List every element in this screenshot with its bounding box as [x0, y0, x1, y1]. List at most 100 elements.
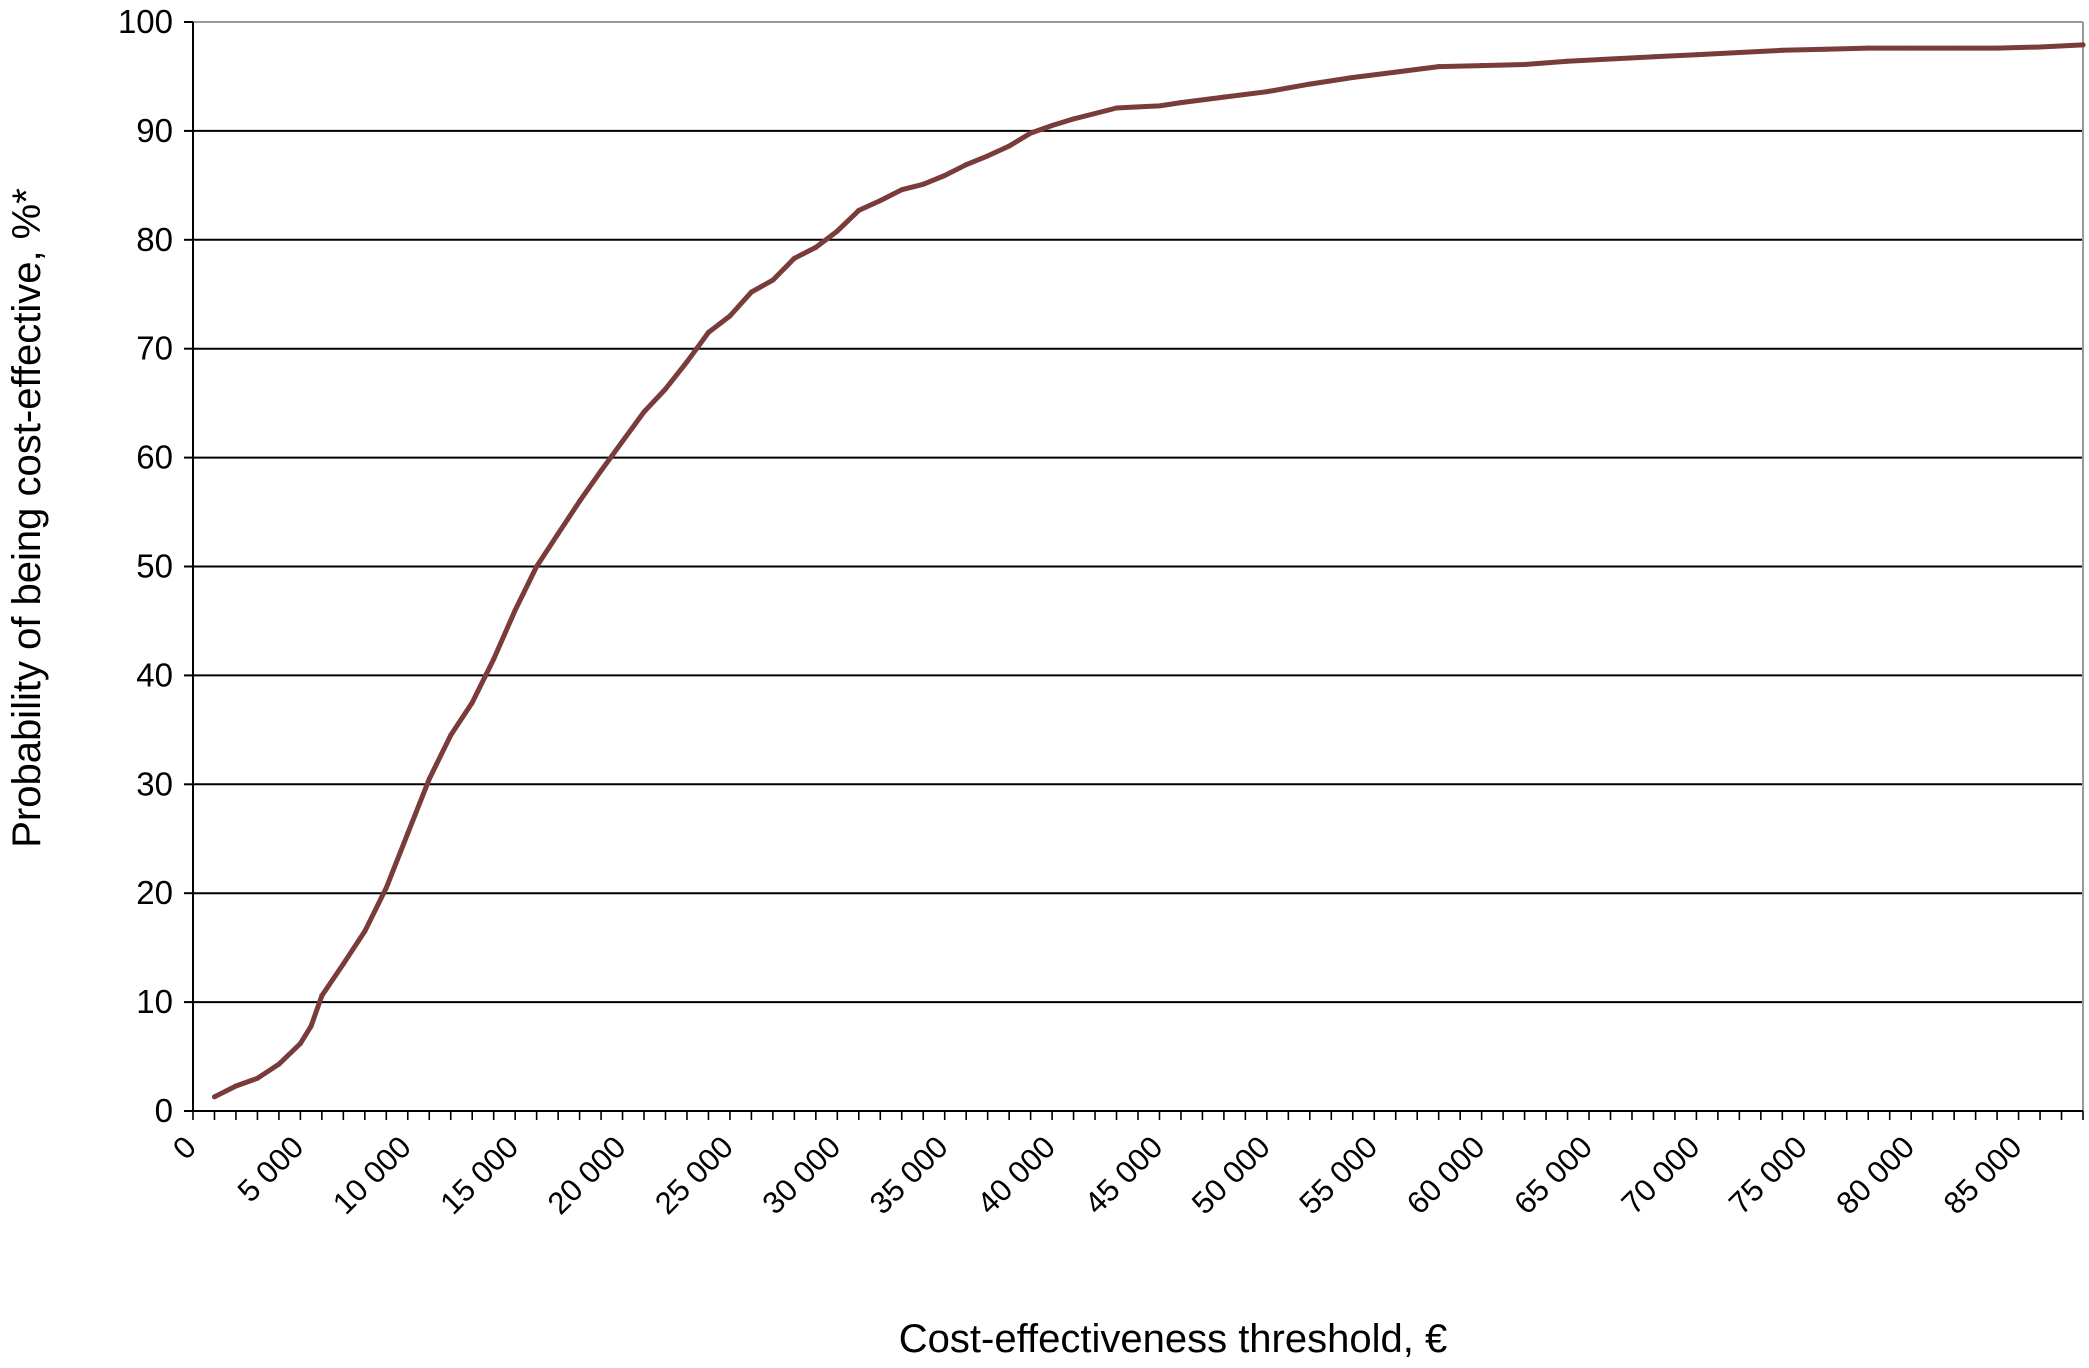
- x-tick-label: 45 000: [1078, 1129, 1170, 1221]
- y-tick-label: 100: [118, 3, 173, 40]
- x-tick-label: 50 000: [1185, 1129, 1277, 1221]
- data-point: [469, 700, 475, 706]
- data-point: [985, 153, 991, 159]
- data-point: [598, 468, 604, 474]
- data-point: [1350, 75, 1356, 81]
- y-tick-label: 90: [136, 112, 173, 149]
- data-point: [534, 564, 540, 569]
- data-point: [899, 187, 905, 193]
- axes: [184, 21, 2084, 1120]
- data-point: [2080, 42, 2086, 48]
- data-point: [1114, 105, 1120, 111]
- data-point: [577, 498, 583, 504]
- data-point: [1608, 56, 1613, 62]
- y-axis-title: Probability of being cost-effective, %*: [5, 188, 49, 848]
- x-tick-label: 5 000: [231, 1129, 311, 1209]
- x-axis-title: Cost-effectiveness threshold, €: [899, 1317, 1447, 1361]
- data-point: [1307, 81, 1313, 87]
- data-point: [834, 228, 840, 234]
- x-tick-label: 30 000: [755, 1129, 847, 1221]
- x-tick-label: 0: [166, 1129, 203, 1166]
- data-point: [308, 1023, 314, 1029]
- data-point: [641, 409, 647, 415]
- data-point: [1779, 47, 1785, 53]
- series-line: [212, 42, 2086, 1100]
- y-tick-labels: 0 10 20 30 40 50 60 70 80 90 100: [118, 3, 173, 1129]
- x-tick-labels: 0 5 000 10 000 15 000 20 000 25 000 30 000 35 0…: [166, 1129, 2029, 1221]
- data-point: [727, 313, 733, 319]
- data-point: [1736, 49, 1742, 55]
- data-point: [555, 531, 561, 537]
- data-point: [276, 1061, 282, 1067]
- y-tick-label: 20: [136, 874, 173, 911]
- x-tick-label: 85 000: [1937, 1129, 2029, 1221]
- x-tick-label: 25 000: [648, 1129, 740, 1221]
- data-point: [1951, 45, 1957, 51]
- data-point: [705, 329, 711, 335]
- data-point: [254, 1075, 260, 1081]
- y-tick-label: 40: [136, 656, 173, 693]
- data-point: [1264, 89, 1270, 95]
- data-point: [1522, 61, 1528, 67]
- data-point: [877, 198, 883, 204]
- data-point: [297, 1040, 303, 1046]
- x-tick-label: 80 000: [1829, 1129, 1921, 1221]
- x-tick-label: 55 000: [1292, 1129, 1384, 1221]
- data-point: [856, 207, 862, 213]
- data-point: [1092, 110, 1098, 116]
- x-tick-label: 35 000: [863, 1129, 955, 1221]
- y-tick-label: 30: [136, 765, 173, 802]
- data-point: [1822, 46, 1828, 52]
- data-point: [942, 173, 948, 179]
- data-point: [1479, 63, 1485, 69]
- data-point: [340, 961, 346, 967]
- data-point: [920, 181, 926, 187]
- data-point: [1436, 64, 1442, 70]
- x-tick-label: 60 000: [1400, 1129, 1492, 1221]
- data-point: [963, 162, 969, 168]
- x-tick-label: 65 000: [1507, 1129, 1599, 1221]
- data-point: [1865, 45, 1871, 51]
- data-point: [791, 255, 797, 261]
- x-tick-label: 40 000: [970, 1129, 1062, 1221]
- data-point: [813, 244, 819, 250]
- x-tick-label: 20 000: [541, 1129, 633, 1221]
- data-point: [2037, 44, 2043, 50]
- gridlines: [193, 21, 2083, 1004]
- y-tick-label: 60: [136, 439, 173, 476]
- data-point: [1006, 143, 1012, 149]
- data-point: [1221, 94, 1227, 100]
- x-tick-label: 75 000: [1722, 1129, 1814, 1221]
- data-point: [491, 656, 497, 662]
- data-point: [448, 732, 454, 738]
- data-point: [1693, 52, 1699, 58]
- data-point: [684, 359, 690, 365]
- data-point: [770, 277, 776, 283]
- data-point: [319, 993, 325, 999]
- x-tick-label: 70 000: [1615, 1129, 1707, 1221]
- data-point: [1565, 58, 1571, 64]
- data-point: [1393, 69, 1399, 75]
- data-point: [663, 386, 668, 392]
- y-tick-label: 10: [136, 983, 173, 1020]
- data-point: [620, 438, 626, 444]
- data-point: [233, 1083, 239, 1089]
- data-point: [512, 607, 518, 613]
- data-point: [383, 885, 389, 891]
- y-tick-label: 70: [136, 330, 173, 367]
- data-point: [748, 289, 754, 295]
- y-tick-label: 50: [136, 548, 173, 585]
- data-point: [211, 1094, 217, 1100]
- data-point: [426, 776, 432, 782]
- data-point: [1071, 116, 1077, 122]
- series-layer: [211, 42, 2086, 1100]
- data-point: [1908, 45, 1914, 51]
- data-point: [1049, 122, 1055, 128]
- y-tick-label: 0: [155, 1092, 173, 1129]
- data-point: [1135, 104, 1141, 110]
- x-tick-label: 10 000: [326, 1129, 418, 1221]
- data-point: [1156, 103, 1162, 109]
- data-point: [405, 830, 411, 836]
- data-point: [362, 928, 368, 934]
